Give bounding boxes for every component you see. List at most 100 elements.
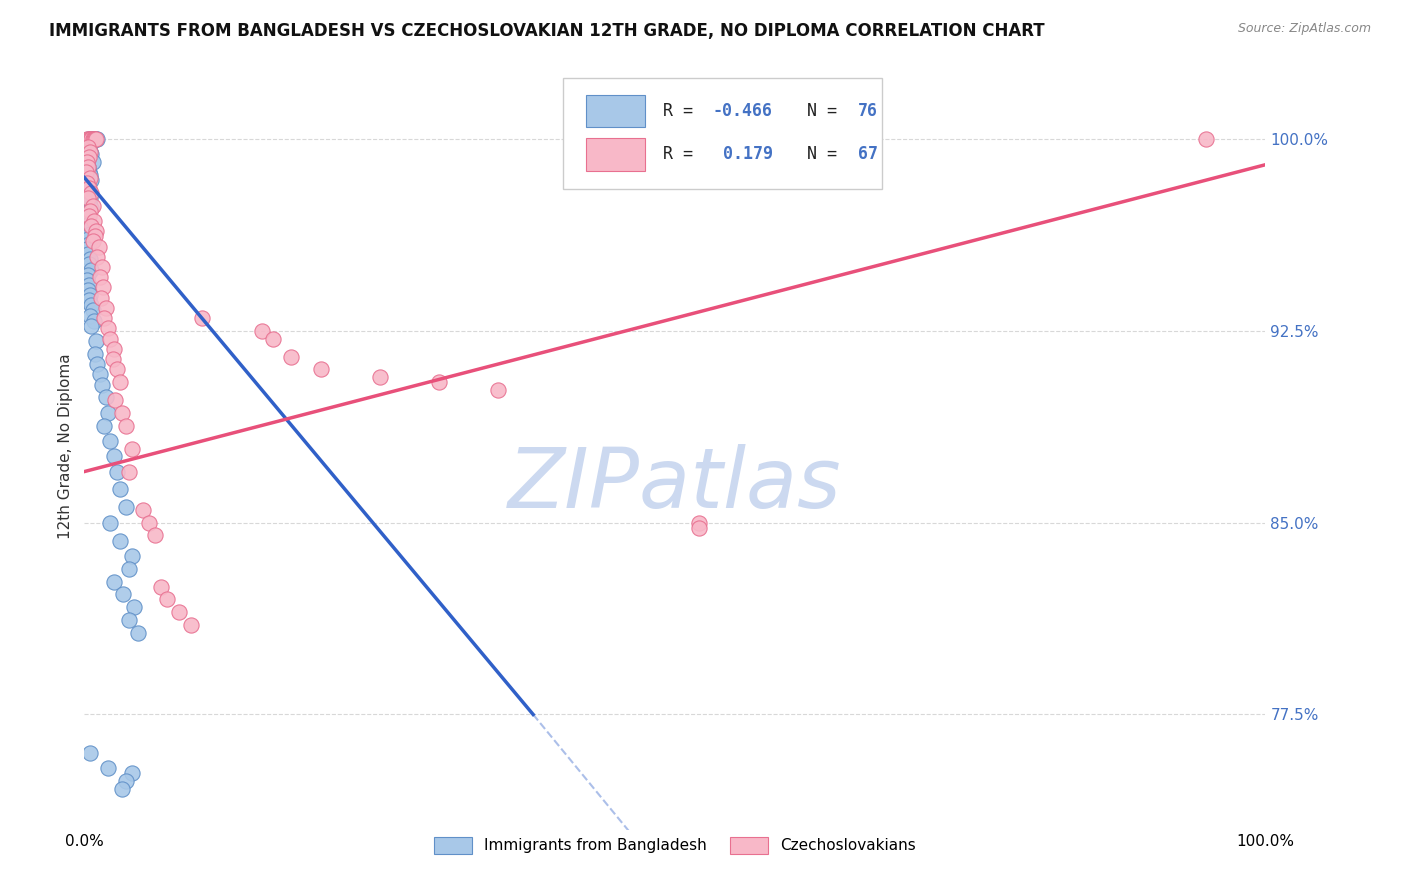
Bar (586, 95, 645, 127)
Legend: Immigrants from Bangladesh, Czechoslovakians: Immigrants from Bangladesh, Czechoslovak… (427, 830, 922, 860)
Point (118, 613, 141, 627)
Text: R =: R = (664, 145, 703, 163)
Point (79, 227, 101, 241)
Point (77, 180, 100, 194)
Point (79, 168, 101, 182)
Point (77, 209, 100, 223)
Point (82, 199, 104, 213)
Point (77, 161, 100, 175)
Point (77, 196, 100, 211)
Point (121, 549, 143, 563)
Point (80, 132, 103, 146)
Point (77, 132, 100, 146)
Point (82, 132, 104, 146)
Point (83, 132, 105, 146)
Point (86, 357, 108, 371)
Point (82, 155, 104, 169)
Point (79, 132, 101, 146)
Point (76, 132, 98, 146)
Point (156, 592, 179, 607)
Point (82, 303, 104, 318)
Point (118, 562, 141, 576)
Point (76, 211, 98, 226)
Point (83, 132, 105, 146)
Point (77, 178, 100, 193)
Point (76, 176, 98, 190)
Point (77, 142, 100, 156)
Point (77, 140, 100, 154)
FancyBboxPatch shape (562, 78, 882, 189)
Point (79, 288, 101, 302)
Point (486, 383, 509, 397)
Y-axis label: 12th Grade, No Diploma: 12th Grade, No Diploma (58, 353, 73, 539)
Point (368, 370, 391, 384)
Point (77, 161, 100, 175)
Point (108, 483, 131, 497)
Point (79, 170, 101, 185)
Point (76, 273, 98, 287)
Point (180, 618, 202, 632)
Point (76, 155, 98, 169)
Point (80, 186, 103, 200)
Point (77, 191, 100, 205)
Point (84, 229, 107, 244)
Point (84, 132, 107, 146)
Point (82, 235, 104, 249)
Point (77, 194, 100, 208)
Point (77, 268, 100, 282)
Point (143, 528, 166, 542)
Point (75, 165, 97, 179)
Point (1195, 132, 1218, 146)
Text: Source: ZipAtlas.com: Source: ZipAtlas.com (1237, 22, 1371, 36)
Point (76, 140, 98, 154)
Point (114, 418, 136, 433)
Point (121, 442, 143, 456)
Point (90, 291, 112, 305)
Point (84, 224, 107, 238)
Point (127, 625, 149, 640)
Point (77, 277, 100, 292)
Point (97, 761, 120, 775)
Point (84, 132, 107, 146)
Point (94, 391, 117, 405)
Point (80, 298, 103, 312)
Point (91, 280, 114, 294)
Point (79, 132, 101, 146)
Point (101, 352, 124, 367)
Point (121, 766, 143, 780)
Point (89, 368, 111, 382)
Point (80, 201, 103, 215)
Point (84, 347, 107, 361)
Point (79, 203, 101, 218)
Point (688, 521, 710, 535)
Point (150, 580, 173, 594)
Point (77, 206, 100, 220)
Point (108, 375, 131, 389)
Point (94, 301, 117, 315)
Point (91, 377, 114, 392)
Point (77, 183, 100, 197)
Point (114, 774, 136, 789)
Point (76, 186, 98, 200)
Point (97, 321, 120, 335)
Text: -0.466: -0.466 (713, 102, 773, 120)
Point (79, 145, 101, 159)
Text: 67: 67 (858, 145, 877, 163)
Point (80, 262, 103, 277)
Point (77, 232, 100, 246)
Point (98, 332, 121, 346)
Point (93, 418, 115, 433)
Point (167, 605, 190, 619)
Point (104, 392, 127, 407)
Point (93, 311, 115, 326)
Point (111, 406, 134, 420)
Point (76, 242, 98, 256)
Point (77, 247, 100, 261)
Point (91, 260, 114, 274)
Point (77, 150, 100, 164)
Point (84, 334, 107, 348)
Point (80, 132, 103, 146)
Point (76, 170, 98, 185)
Point (80, 219, 103, 233)
Point (77, 283, 100, 297)
